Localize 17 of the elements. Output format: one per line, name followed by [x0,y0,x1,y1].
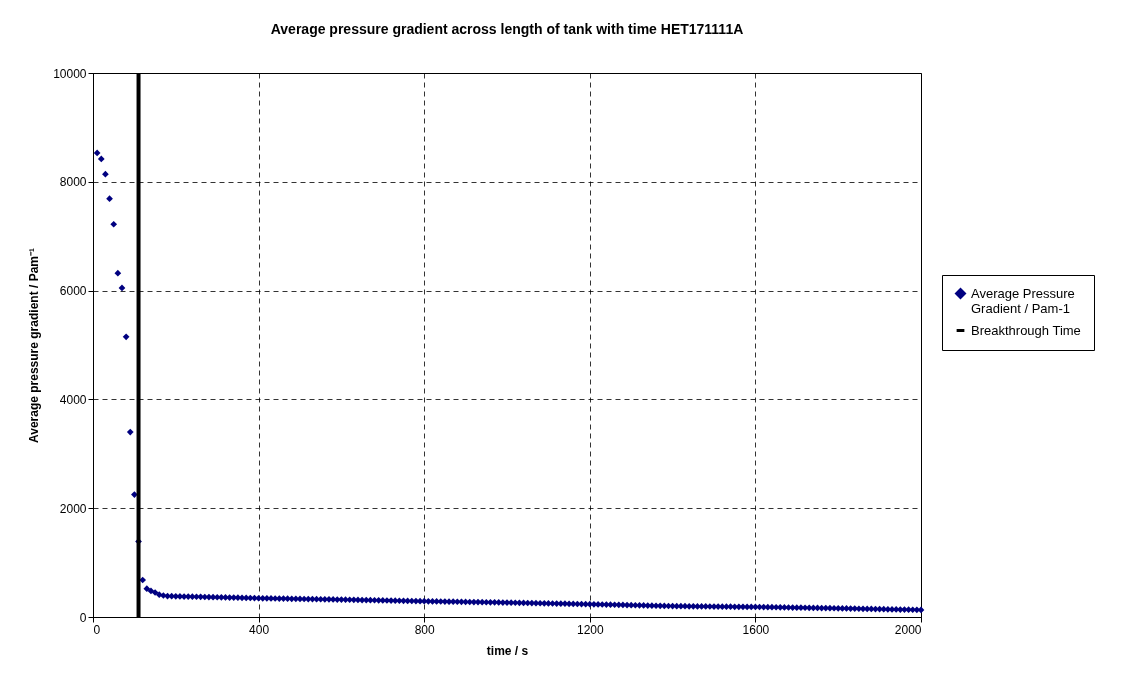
y-tick-label: 8000 [59,175,87,190]
x-tick-label: 2000 [894,622,922,637]
y-tick-label: 6000 [59,284,87,299]
ref-line-label: Breakthrough Time [971,322,1081,338]
y-tick-label: 4000 [59,392,87,407]
chart-title: Average pressure gradient across length of tank with time HET171111A [270,21,744,37]
x-tick-label: 800 [414,622,436,637]
y-tick-label: 10000 [53,66,87,81]
x-axis-title: time / s [486,643,529,658]
y-tick-label: 2000 [59,501,87,516]
x-tick-label: 0 [93,622,101,637]
y-axis-title: Average pressure gradient / Pam⁻¹ [27,248,42,443]
x-tick-label: 1600 [742,622,770,637]
legend-label: Average Pressure Gradient / Pam-1 [971,285,1075,316]
y-tick-label: 0 [79,610,87,625]
x-tick-label: 1200 [576,622,604,637]
x-tick-label: 400 [249,622,270,637]
